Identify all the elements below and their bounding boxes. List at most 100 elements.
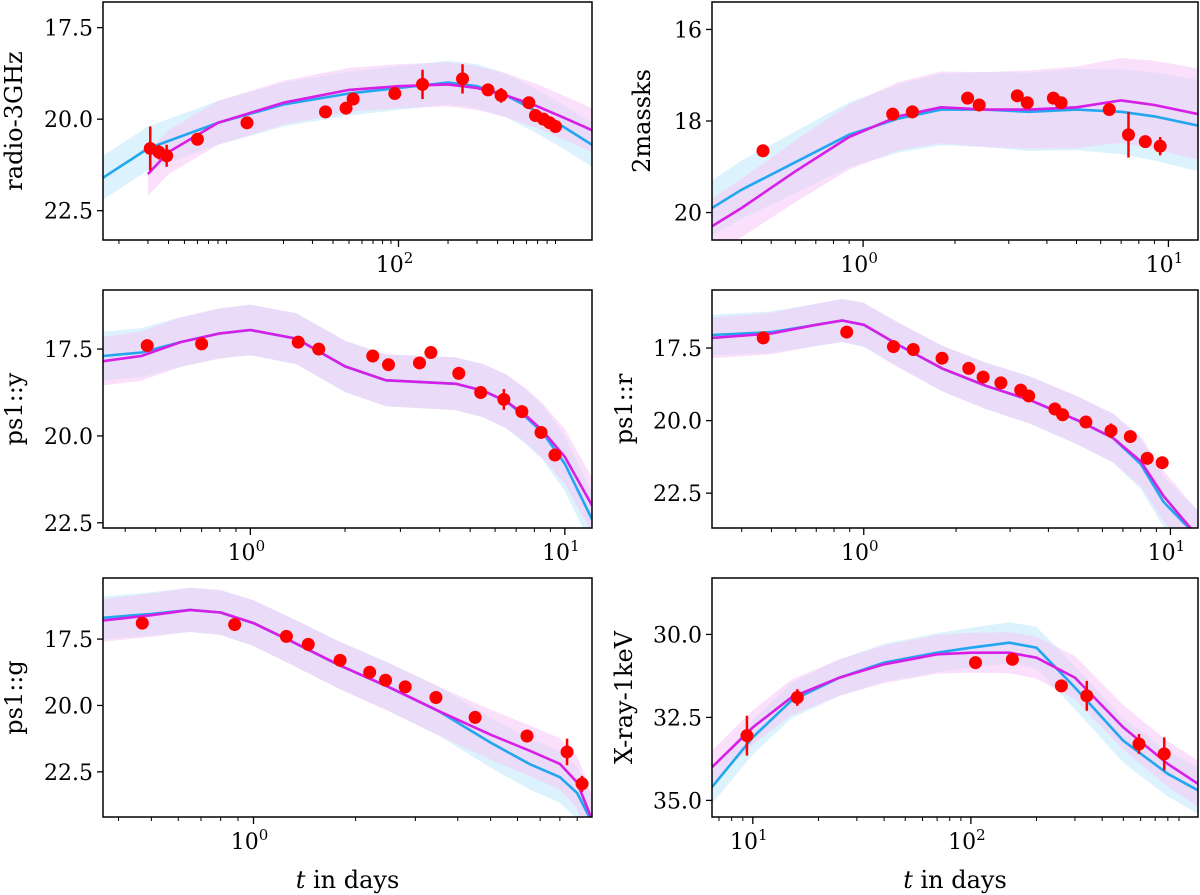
data-point (494, 88, 508, 102)
x-tick-base: 10 (1148, 541, 1176, 566)
model-b-uncertainty-band (103, 304, 592, 528)
data-point (1121, 128, 1135, 142)
data-point (1153, 139, 1167, 153)
x-tick-label: 100 (840, 249, 878, 278)
data-point (1102, 103, 1116, 117)
data-point (756, 144, 770, 158)
y-tick-label: 20.0 (653, 410, 702, 435)
x-tick-exponent: 0 (259, 826, 269, 844)
y-tick-label: 22.5 (653, 482, 702, 507)
data-point (379, 673, 393, 687)
y-axis-label: 2massks (628, 69, 656, 173)
x-tick-base: 10 (542, 541, 570, 566)
data-point (412, 356, 426, 370)
data-point (1157, 747, 1171, 761)
x-tick-base: 10 (228, 541, 256, 566)
x-tick-label: 100 (231, 826, 269, 855)
plot-area (103, 60, 592, 200)
data-point (515, 405, 529, 419)
data-point (790, 691, 804, 704)
axes-frame (102, 1, 593, 241)
data-point (429, 691, 443, 704)
data-point (416, 77, 430, 91)
data-point (522, 96, 536, 110)
x-tick-exponent: 2 (404, 249, 414, 267)
data-point (160, 149, 174, 163)
x-tick-label: 102 (376, 249, 414, 278)
y-axis-label: ps1::y (0, 372, 28, 445)
y-tick-label: 17.5 (44, 338, 93, 363)
model-a-line (103, 608, 591, 817)
plot-area (712, 622, 1198, 814)
model-b-uncertainty-band (712, 632, 1198, 807)
data-point (961, 91, 975, 105)
x-tick-base: 10 (231, 830, 259, 855)
x-tick-label: 100 (228, 537, 266, 566)
data-point (135, 616, 149, 630)
x-axis-label: t in days (903, 866, 1007, 894)
data-point (279, 629, 293, 643)
data-point (1080, 689, 1094, 703)
data-point (382, 358, 396, 372)
data-point (962, 361, 976, 375)
x-tick-exponent: 0 (256, 537, 266, 555)
data-point (452, 366, 466, 380)
data-point (972, 98, 986, 112)
data-point (318, 105, 332, 119)
model-a-line (712, 641, 1198, 792)
plot-area (712, 298, 1198, 528)
data-point (1054, 96, 1068, 110)
data-point (886, 340, 900, 354)
plot-area (103, 587, 592, 817)
data-point (1123, 430, 1137, 444)
x-tick-exponent: 0 (868, 249, 878, 267)
x-axis-label-variable: t (296, 866, 306, 894)
data-point (190, 132, 204, 146)
data-point (140, 339, 154, 353)
y-tick-label: 20.0 (44, 694, 93, 719)
data-point (840, 325, 854, 339)
y-tick-label: 30.0 (653, 623, 702, 648)
data-point (1022, 389, 1036, 403)
x-tick-exponent: 0 (869, 537, 879, 555)
x-tick-exponent: 1 (1174, 249, 1184, 267)
y-axis-label: ps1::g (0, 660, 28, 734)
y-tick-label: 18 (674, 110, 702, 135)
x-tick-exponent: 1 (570, 537, 580, 555)
data-point (1079, 415, 1093, 429)
y-tick-label: 22.5 (44, 761, 93, 786)
x-tick-label: 100 (841, 537, 879, 566)
data-point (548, 119, 562, 133)
data-point (424, 346, 438, 360)
data-point (1132, 737, 1146, 751)
data-point (346, 92, 360, 106)
data-point (388, 87, 402, 101)
y-tick-label: 17.5 (44, 628, 93, 653)
y-tick-label: 35.0 (653, 789, 702, 814)
data-point (534, 425, 548, 439)
y-tick-label: 20.0 (44, 425, 93, 450)
data-point (1155, 456, 1169, 470)
x-tick-label: 102 (948, 826, 986, 855)
data-point (935, 351, 949, 365)
x-tick-base: 10 (730, 830, 758, 855)
data-point (969, 656, 983, 670)
data-point (228, 617, 242, 631)
x-tick-base: 10 (1146, 253, 1174, 278)
y-tick-label: 20 (674, 202, 702, 227)
y-tick-label: 17.5 (44, 17, 93, 42)
y-tick-label: 22.5 (44, 200, 93, 225)
data-point (740, 729, 754, 743)
model-b-line (712, 99, 1198, 228)
axes-frame (711, 577, 1199, 818)
data-point (497, 392, 511, 406)
y-tick-label: 17.5 (653, 337, 702, 362)
data-point (363, 665, 377, 679)
x-tick-label: 101 (730, 826, 768, 855)
x-axis-label-text: in days (913, 866, 1007, 894)
x-tick-label: 101 (1146, 249, 1184, 278)
x-tick-label: 101 (542, 537, 580, 566)
